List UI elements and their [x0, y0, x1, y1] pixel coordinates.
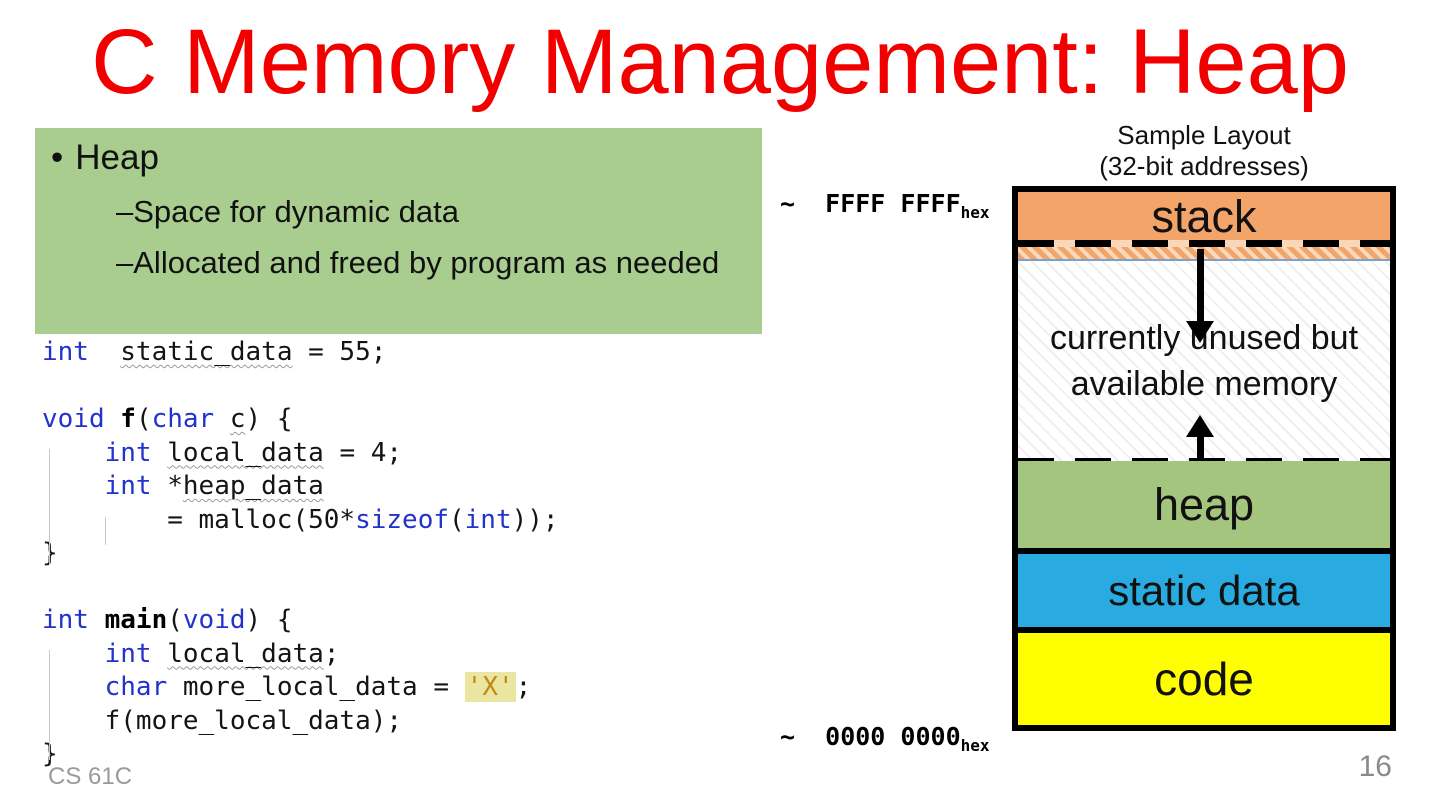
code-line: f(more_local_data); — [42, 705, 403, 736]
dash-icon: – — [116, 194, 134, 229]
bullet-icon: • — [51, 138, 64, 177]
stack-growth-arrow — [1197, 249, 1204, 321]
low-address-subscript: hex — [960, 736, 990, 755]
code-line: int static_data = 55; — [42, 337, 387, 367]
code-line: int *heap_data — [104, 471, 324, 501]
code-label: code — [1154, 653, 1254, 705]
code-line: int local_data = 4; — [104, 437, 403, 468]
indent-guide — [49, 449, 50, 565]
sub-bullet-1: –Space for dynamic data — [51, 193, 762, 231]
code-line: = malloc(50*sizeof(int)); — [42, 504, 559, 535]
sample-layout-line2: (32-bit addresses) — [1099, 151, 1309, 181]
code-line — [42, 370, 722, 404]
slide-title: C Memory Management: Heap — [91, 11, 1349, 113]
sample-layout-line1: Sample Layout — [1117, 120, 1291, 150]
unused-label-line2: available memory — [1070, 365, 1338, 403]
indent-guide — [49, 650, 50, 760]
static-data-label: static data — [1108, 566, 1300, 614]
arrow-up-icon — [1186, 415, 1214, 437]
heap-bullet-item: • Heap — [51, 136, 762, 180]
heap-label: heap — [1153, 478, 1255, 530]
sample-layout-header: Sample Layout (32-bit addresses) — [1012, 120, 1396, 182]
stack-bottom-dashed-line — [1018, 240, 1390, 247]
heap-notes-box: • Heap –Space for dynamic data –Allocated… — [35, 128, 762, 334]
low-address-value: ~ 0000 0000 — [780, 722, 961, 751]
stack-section: stack — [1018, 190, 1390, 247]
heap-growth-arrow — [1197, 436, 1204, 466]
code-line: } — [42, 738, 722, 772]
heap-heading: Heap — [75, 138, 159, 177]
page-number: 16 — [1358, 750, 1392, 783]
stack-reserve-strip — [1018, 247, 1390, 261]
code-section: code — [1018, 633, 1390, 725]
code-block: int static_data = 55; void f(char c) { i… — [42, 336, 722, 772]
high-address-value: ~ FFFF FFFF — [780, 189, 961, 218]
code-line — [42, 571, 722, 605]
high-address-subscript: hex — [960, 203, 990, 222]
footer-course-label: CS 61C — [48, 763, 133, 784]
sub-bullet-2-label: Allocated and freed by program as needed — [133, 245, 720, 280]
stack-label: stack — [1151, 190, 1257, 242]
section-divider — [1018, 627, 1390, 633]
code-line: } — [42, 537, 722, 571]
code-line: int main(void) { — [42, 605, 293, 635]
sub-bullet-2: –Allocated and freed by program as neede… — [51, 244, 762, 282]
dash-icon: – — [116, 245, 134, 280]
low-address-label: ~ 0000 0000hex — [780, 722, 990, 755]
code-line: char more_local_data = 'X'; — [104, 672, 532, 702]
heap-section: heap — [1018, 461, 1390, 548]
code-line: int local_data; — [104, 638, 340, 669]
section-divider — [1018, 548, 1390, 554]
high-address-label: ~ FFFF FFFFhex — [780, 189, 990, 222]
static-data-section: static data — [1018, 554, 1390, 627]
code-line: void f(char c) { — [42, 404, 293, 434]
arrow-down-icon — [1186, 321, 1214, 343]
indent-guide — [105, 517, 106, 545]
sub-bullet-1-label: Space for dynamic data — [133, 194, 459, 229]
